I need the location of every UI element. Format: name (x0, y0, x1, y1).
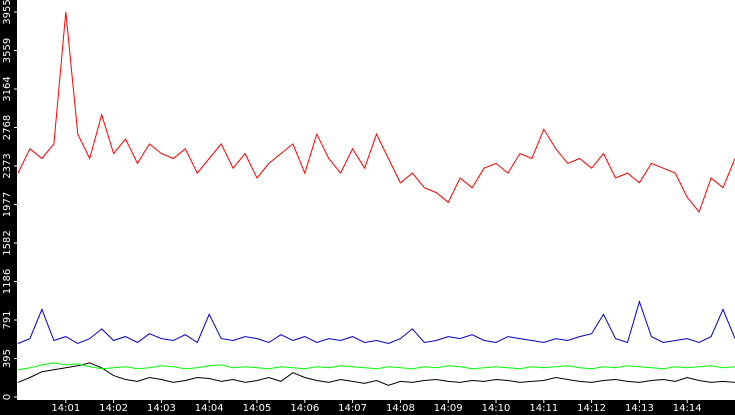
x-tick-label: 14:08 (386, 403, 415, 414)
y-axis-strip (0, 0, 17, 415)
y-tick-label: 0 (2, 394, 13, 400)
x-tick-label: 14:02 (99, 403, 128, 414)
x-axis-strip (0, 400, 735, 415)
x-tick-label: 14:04 (195, 403, 224, 414)
y-tick-label: 3559 (2, 38, 13, 63)
x-tick-label: 14:06 (290, 403, 319, 414)
x-tick-label: 14:13 (625, 403, 654, 414)
series-line (17, 11, 735, 214)
y-tick-label: 791 (2, 310, 13, 329)
x-tick-label: 14:12 (577, 403, 606, 414)
series-line (17, 362, 735, 386)
y-tick-label: 2768 (2, 115, 13, 140)
x-tick-label: 14:05 (243, 403, 272, 414)
y-tick-label: 395 (2, 349, 13, 368)
series-line (17, 362, 735, 371)
y-tick-label: 3955 (2, 0, 13, 25)
y-tick-label: 1186 (2, 269, 13, 294)
x-tick-label: 14:07 (338, 403, 367, 414)
x-tick-label: 14:14 (673, 403, 702, 414)
x-tick-label: 14:11 (529, 403, 558, 414)
x-tick-label: 14:01 (51, 403, 80, 414)
x-tick-label: 14:03 (147, 403, 176, 414)
y-tick-label: 2373 (2, 153, 13, 178)
x-tick-label: 14:09 (434, 403, 463, 414)
y-tick-label: 3164 (2, 76, 13, 101)
y-tick-label: 1582 (2, 230, 13, 255)
y-tick-label: 1977 (2, 192, 13, 217)
x-tick-label: 14:10 (482, 403, 511, 414)
series-line (17, 299, 735, 345)
